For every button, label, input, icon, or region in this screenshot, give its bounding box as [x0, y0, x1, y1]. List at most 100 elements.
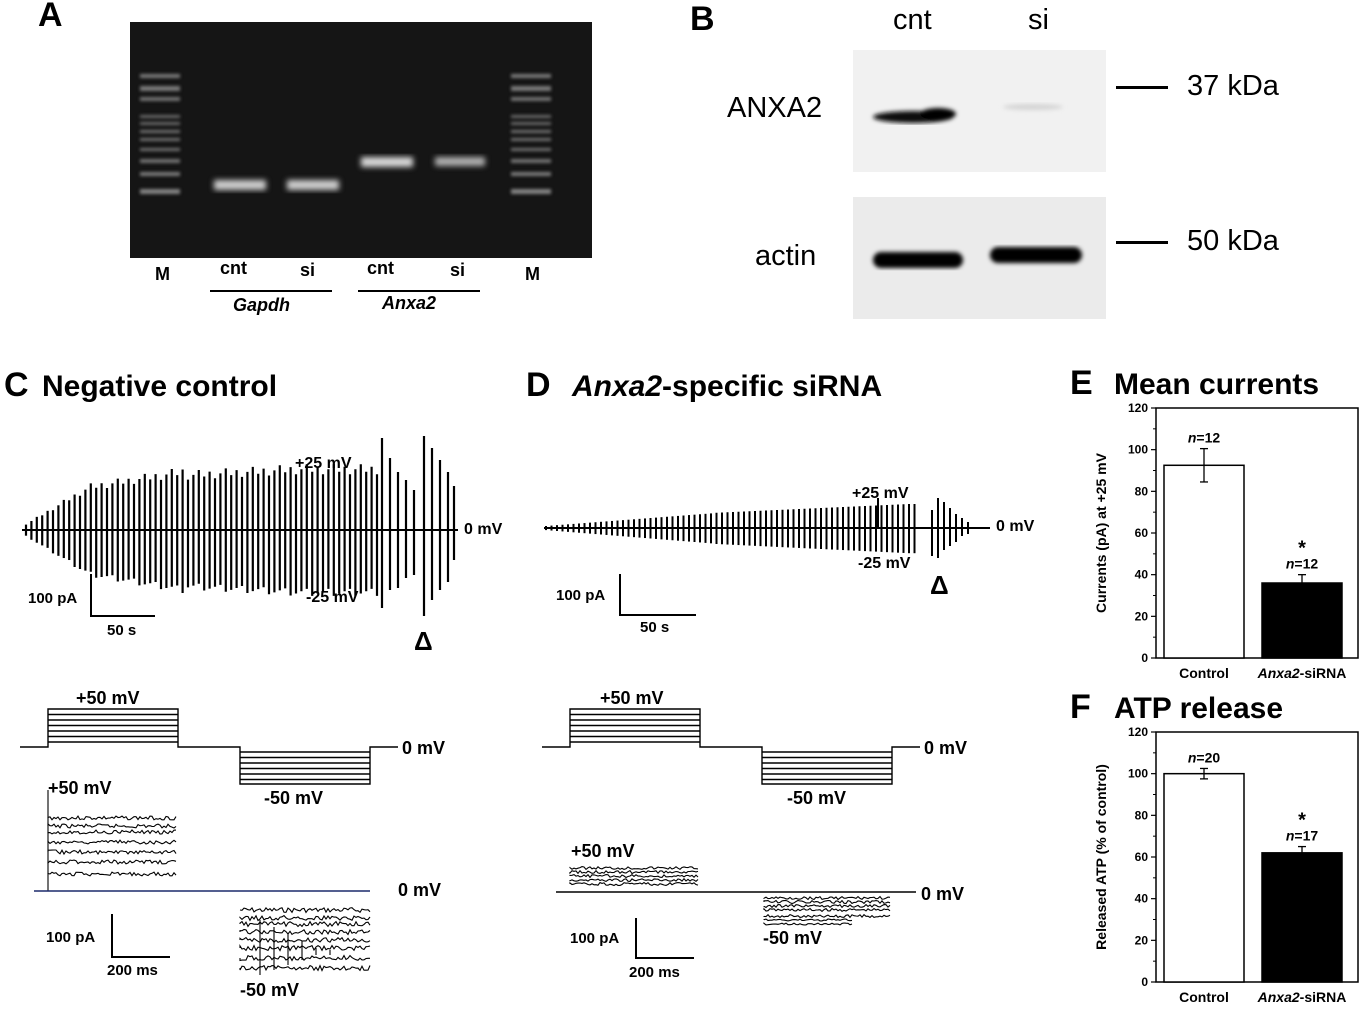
bar [1261, 582, 1343, 659]
category-label: Control [1179, 665, 1229, 681]
panel-d-title-rest: -specific siRNA [662, 370, 883, 403]
channel-trace [47, 839, 177, 845]
voltage-step-protocol [542, 708, 920, 785]
category-label: Control [1179, 989, 1229, 1005]
channel-trace [47, 815, 177, 821]
scale-current-label: 100 pA [556, 587, 606, 604]
y-tick-label: 60 [1135, 850, 1149, 864]
label-zero: 0 mV [464, 521, 503, 538]
blot-column-label: cnt [893, 4, 932, 36]
label-plus25: +25 mV [852, 485, 909, 502]
scale-current-label: 100 pA [46, 929, 96, 946]
bar [1163, 772, 1245, 983]
n-label: n=17 [1286, 828, 1319, 844]
channel-trace [47, 829, 177, 835]
panel-b-label: B [690, 0, 715, 38]
step-plus50-label: +50 mV [76, 688, 140, 708]
gel-lane-label: si [300, 260, 316, 280]
y-tick-label: 20 [1135, 933, 1149, 947]
voltage-step-protocol [20, 708, 398, 785]
channel-trace [47, 871, 177, 877]
agarose-gel-image [130, 22, 592, 258]
n-label: n=20 [1188, 749, 1221, 765]
western-blot-actin [853, 197, 1106, 319]
n-label: n=12 [1286, 556, 1319, 572]
step-zero-label: 0 mV [402, 738, 446, 758]
label-minus25: -25 mV [858, 555, 911, 572]
channel-trace [569, 873, 699, 879]
bar [1163, 464, 1245, 659]
delta-marker: Δ [930, 570, 949, 600]
panel-f-title: ATP release [1114, 692, 1283, 725]
scale-bar [111, 914, 170, 958]
panel-f-label: F [1070, 688, 1091, 726]
marker-tick [1116, 241, 1168, 244]
gel-lane-label: M [525, 264, 540, 284]
trace-minus50-label: -50 mV [763, 928, 823, 948]
y-tick-label: 80 [1135, 808, 1149, 822]
y-tick-label: 100 [1128, 443, 1148, 457]
category-label: Anxa2-siRNA [1257, 989, 1347, 1005]
marker-label: 50 kDa [1187, 225, 1279, 257]
y-tick-label: 80 [1135, 484, 1149, 498]
channel-trace [763, 899, 891, 905]
marker-tick [1116, 86, 1168, 89]
label-plus25: +25 mV [295, 455, 352, 472]
panel-d-label: D [526, 366, 551, 404]
significance-star: * [1298, 538, 1306, 560]
y-tick-label: 60 [1135, 526, 1149, 540]
panel-c-label: C [4, 366, 29, 404]
label-zero: 0 mV [996, 518, 1035, 535]
n-label: n=12 [1188, 430, 1221, 446]
channel-trace [763, 903, 891, 909]
y-tick-label: 40 [1135, 568, 1149, 582]
channel-trace [763, 907, 891, 913]
y-axis-label: Released ATP (% of control) [1093, 764, 1109, 950]
gene-label-gapdh: Gapdh [233, 295, 290, 315]
trace-minus50-label: -50 mV [240, 980, 300, 1000]
step-zero-label: 0 mV [924, 738, 968, 758]
single-channel-traces-sirna [556, 866, 916, 926]
blot-row-label: ANXA2 [727, 92, 823, 124]
single-channel-traces-control [34, 790, 371, 975]
y-tick-label: 100 [1128, 767, 1148, 781]
gel-lane-label: cnt [220, 258, 247, 278]
y-tick-label: 0 [1141, 975, 1148, 989]
panel-d-title: Anxa2-specific siRNA [572, 370, 882, 404]
channel-trace [47, 849, 177, 856]
gene-underline-anxa2 [358, 290, 480, 292]
blot-row-label: actin [755, 240, 817, 272]
gene-label-anxa2: Anxa2 [382, 293, 437, 313]
channel-trace [47, 822, 177, 829]
panel-c-title: Negative control [42, 370, 278, 403]
current-trace-sirna [544, 498, 990, 558]
step-plus50-label: +50 mV [600, 688, 664, 708]
channel-trace [763, 922, 853, 926]
gel-lane-label: si [450, 260, 466, 280]
blot-column-label: si [1028, 4, 1049, 36]
panel-a-label: A [38, 0, 63, 34]
step-minus50-label: -50 mV [264, 788, 324, 808]
western-blot-anxa2 [853, 50, 1106, 172]
scale-bar [619, 574, 696, 616]
y-tick-label: 120 [1128, 401, 1148, 415]
channel-trace [763, 895, 891, 901]
bar-chart-mean-currents: 0 20 40 60 80 100 120 Currents (pA) at +25 mV n=… [1093, 401, 1359, 681]
marker-label: 37 kDa [1187, 70, 1279, 102]
channel-trace [239, 914, 371, 922]
scale-time-label: 50 s [107, 622, 137, 639]
panel-d-title-gene: Anxa2 [572, 370, 663, 403]
channel-trace [569, 877, 699, 883]
scale-time-label: 50 s [640, 619, 670, 636]
channel-trace [47, 859, 177, 865]
gel-lane-label: cnt [367, 258, 394, 278]
trace-zero-label: 0 mV [398, 880, 442, 900]
gel-lane-label: M [155, 264, 170, 284]
gene-underline-gapdh [210, 290, 332, 292]
delta-marker: Δ [414, 626, 433, 656]
y-tick-label: 20 [1135, 609, 1149, 623]
trace-plus50-label: +50 mV [571, 841, 635, 861]
scale-time-label: 200 ms [629, 964, 680, 981]
step-outline [20, 708, 398, 785]
scale-bar [90, 574, 155, 617]
